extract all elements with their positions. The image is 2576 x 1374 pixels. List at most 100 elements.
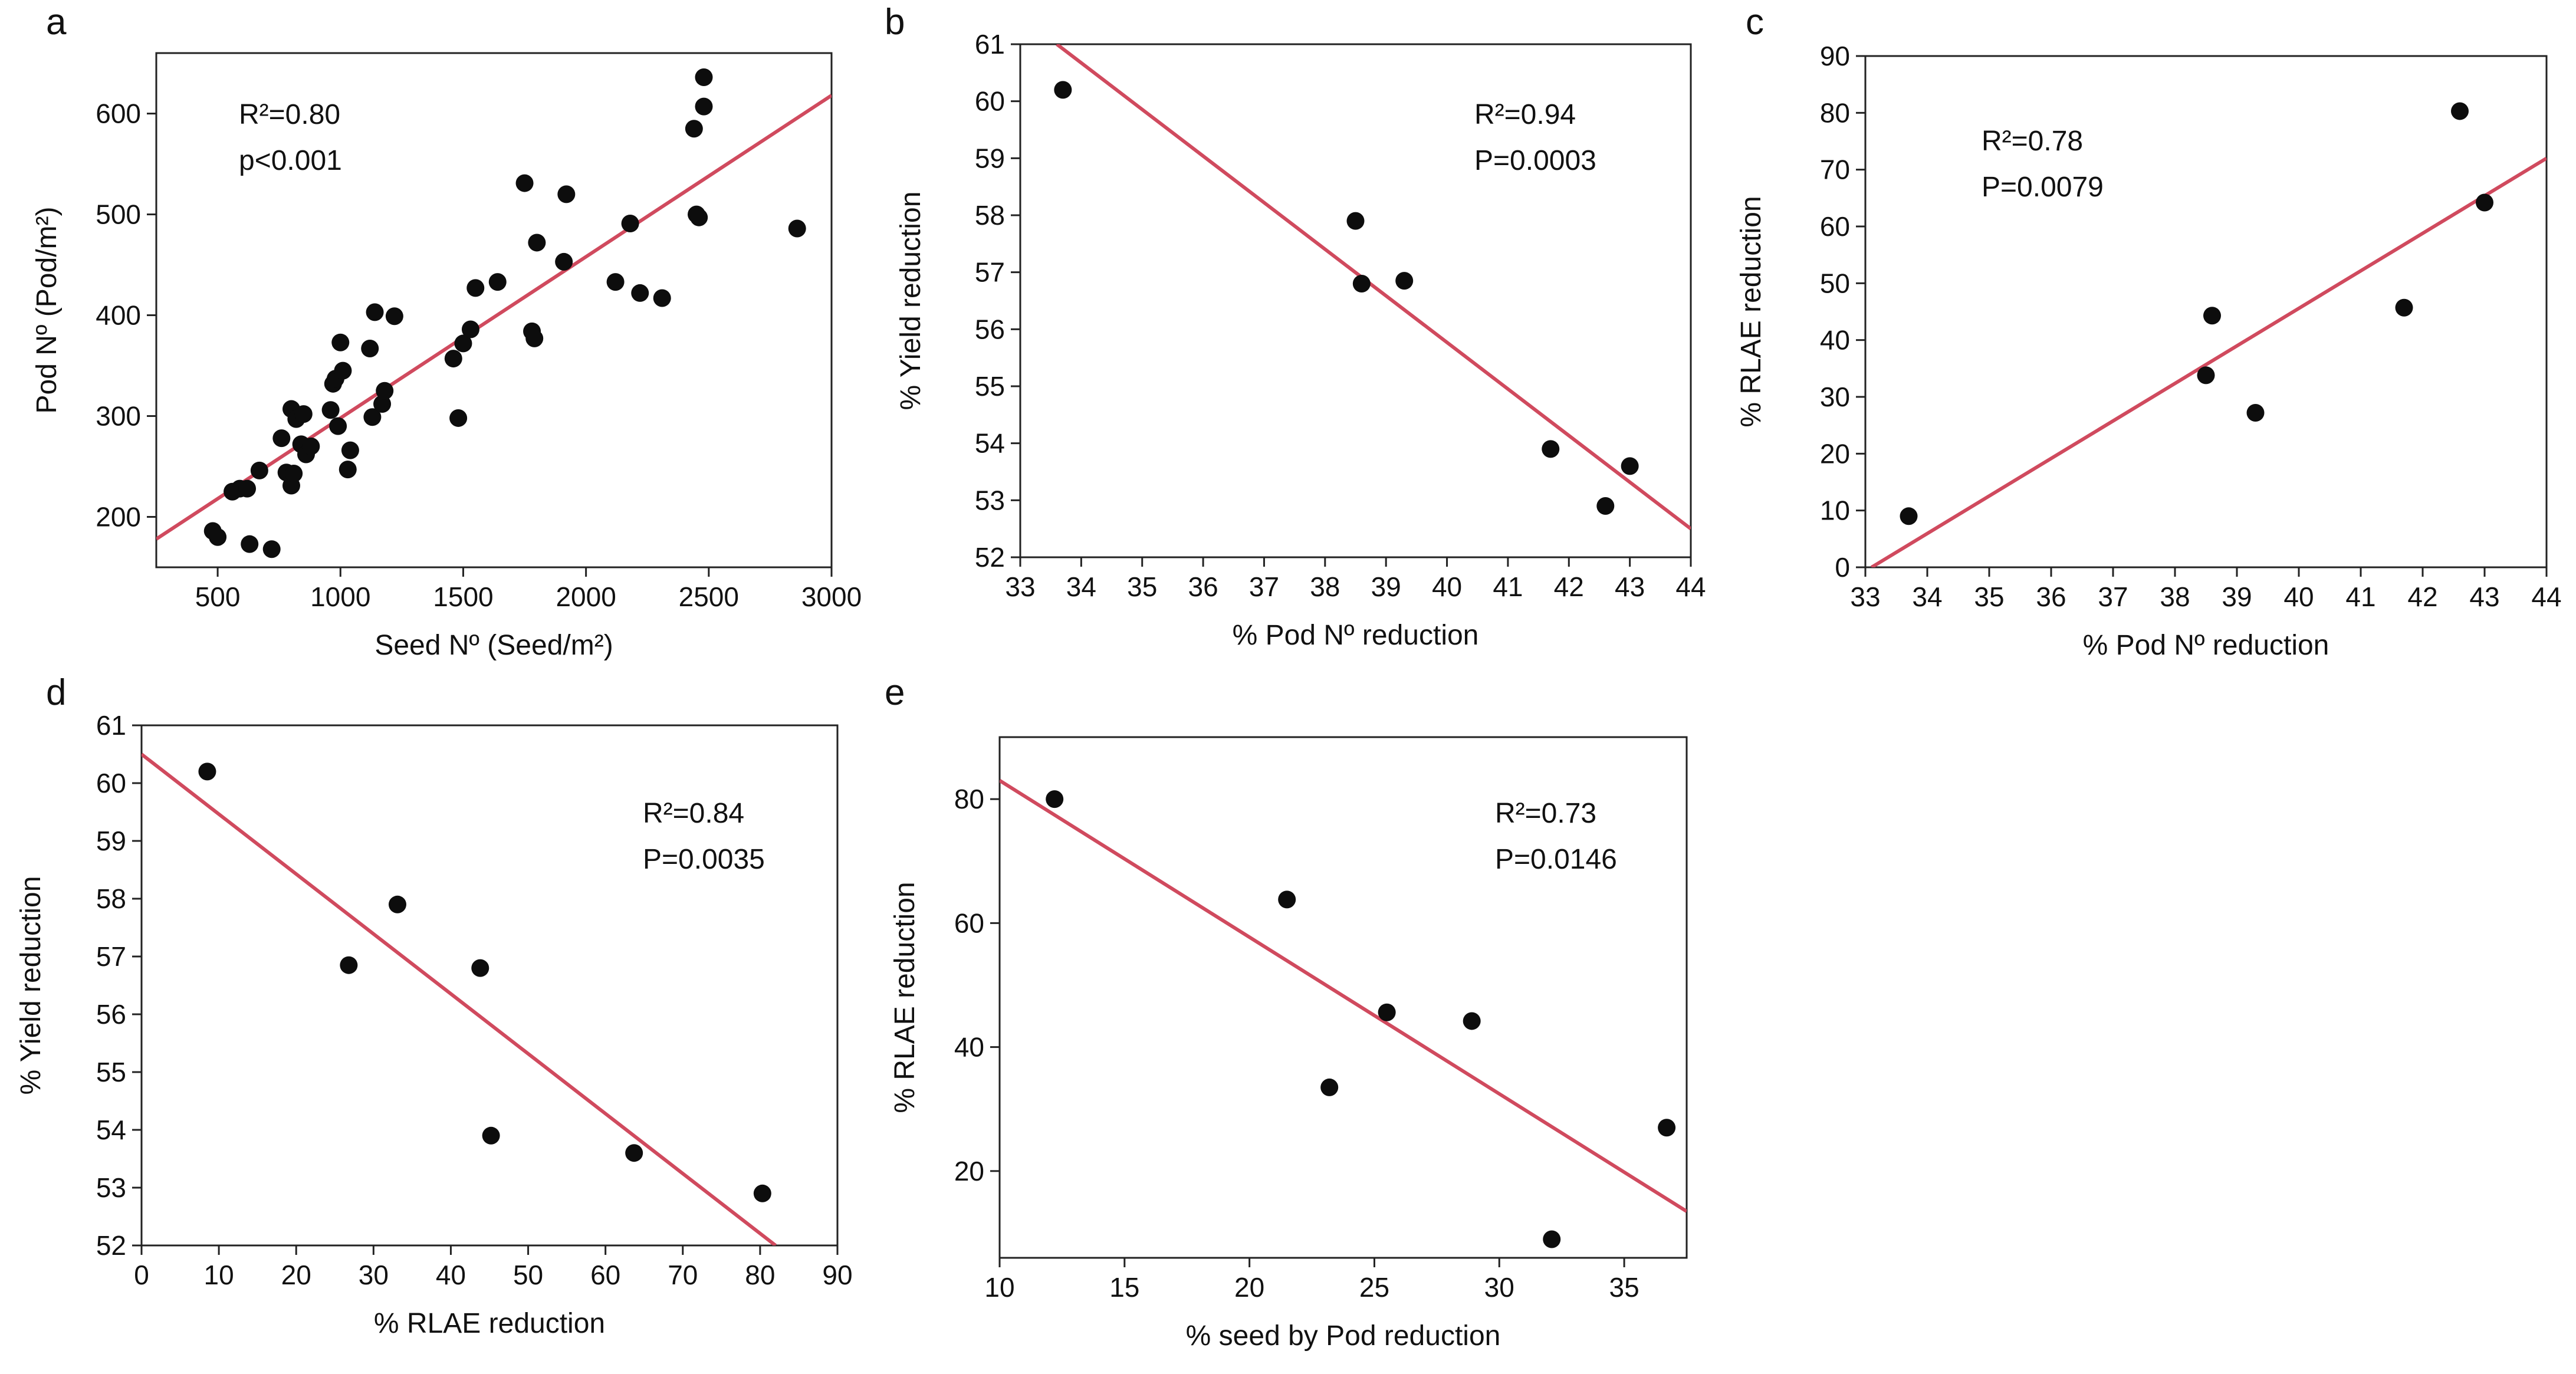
data-point — [482, 1126, 500, 1145]
y-axis-title: % Yield reduction — [15, 876, 47, 1095]
data-point — [2203, 307, 2221, 325]
r-squared-label: R²=0.94 — [1474, 99, 1576, 130]
data-point — [466, 279, 485, 297]
data-point — [525, 329, 544, 347]
data-point — [339, 461, 357, 479]
data-point — [1046, 790, 1064, 808]
y-tick-label: 70 — [1820, 155, 1850, 185]
x-tick-label: 40 — [2283, 581, 2314, 612]
x-tick-label: 43 — [2469, 581, 2499, 612]
regression-line — [156, 94, 832, 541]
y-tick-label: 57 — [975, 257, 1005, 288]
y-tick-label: 400 — [96, 300, 141, 331]
data-point — [363, 408, 382, 426]
data-point — [625, 1144, 643, 1162]
plot-frame — [140, 724, 839, 1247]
data-point — [331, 333, 350, 351]
y-tick-label: 500 — [96, 199, 141, 230]
data-point — [444, 350, 462, 368]
data-point — [1542, 440, 1560, 458]
data-point — [373, 395, 392, 413]
data-point — [1378, 1003, 1396, 1021]
x-tick-label: 500 — [195, 581, 241, 612]
y-tick-label: 30 — [1820, 382, 1850, 412]
data-point — [621, 214, 639, 232]
x-tick-label: 41 — [1493, 571, 1523, 602]
data-point — [329, 417, 347, 435]
panel-e: e 10 15 20 25 30 35 20 40 60 80 % seed by Pod reduc… — [885, 672, 1688, 1352]
p-value-label: P=0.0079 — [1982, 172, 2104, 203]
data-point — [1658, 1119, 1676, 1137]
data-point — [294, 405, 313, 423]
y-tick-label: 54 — [975, 428, 1005, 459]
data-point — [2451, 102, 2469, 120]
data-point — [1543, 1230, 1561, 1248]
x-tick-label: 37 — [2098, 581, 2128, 612]
panel-a: a 500 1000 1500 2000 2500 3000 200 300 400 500 600 S… — [31, 2, 862, 661]
x-tick-label: 33 — [1005, 571, 1035, 602]
data-point — [471, 959, 489, 977]
panel-letter: b — [885, 2, 905, 42]
y-tick-label: 61 — [96, 710, 126, 741]
regression-line — [1000, 779, 1687, 1213]
y-tick-label: 52 — [96, 1230, 126, 1261]
p-value-label: P=0.0003 — [1474, 145, 1596, 176]
y-tick-label: 61 — [975, 29, 1005, 60]
r-squared-label: R²=0.73 — [1495, 798, 1596, 829]
plot-frame — [1864, 55, 2548, 568]
x-tick-label: 33 — [1850, 581, 1880, 612]
x-tick-label: 10 — [204, 1260, 234, 1290]
data-point — [555, 252, 573, 271]
r-squared-label: R²=0.80 — [239, 99, 340, 130]
x-tick-label: 36 — [2036, 581, 2066, 612]
y-tick-label: 20 — [1820, 438, 1850, 469]
x-tick-label: 39 — [2222, 581, 2252, 612]
data-point — [272, 429, 291, 448]
data-point — [1395, 272, 1414, 290]
plot-frame — [155, 52, 833, 568]
data-point — [631, 284, 649, 302]
x-tick-label: 39 — [1371, 571, 1401, 602]
y-axis-title: % Yield reduction — [895, 192, 926, 410]
data-point — [241, 535, 259, 553]
x-tick-label: 42 — [2407, 581, 2437, 612]
regression-line — [1870, 156, 2547, 567]
y-tick-label: 56 — [96, 999, 126, 1030]
y-tick-label: 59 — [975, 143, 1005, 173]
y-tick-label: 58 — [96, 883, 126, 914]
x-tick-label: 43 — [1615, 571, 1645, 602]
panel-letter: c — [1746, 2, 1764, 42]
data-point — [340, 956, 358, 974]
r-squared-label: R²=0.84 — [643, 798, 744, 829]
x-tick-label: 70 — [668, 1260, 698, 1290]
plot-frame — [998, 736, 1688, 1259]
data-point — [285, 464, 303, 482]
x-axis-title: % Pod Nº reduction — [1233, 620, 1479, 651]
panel-letter: a — [46, 2, 67, 42]
x-tick-label: 20 — [281, 1260, 311, 1290]
data-point — [788, 219, 806, 238]
data-point — [238, 479, 257, 498]
data-point — [1054, 81, 1072, 99]
data-point — [528, 234, 546, 252]
y-axis-title: Pod Nº (Pod/m²) — [31, 207, 63, 414]
y-tick-label: 55 — [975, 371, 1005, 402]
x-tick-label: 0 — [134, 1260, 149, 1290]
x-axis-title: % seed by Pod reduction — [1186, 1320, 1501, 1352]
x-tick-label: 60 — [590, 1260, 620, 1290]
y-tick-label: 54 — [96, 1115, 126, 1145]
data-point — [1596, 497, 1615, 515]
data-point — [198, 762, 216, 781]
x-tick-label: 38 — [2160, 581, 2190, 612]
x-tick-label: 1500 — [433, 581, 493, 612]
data-point — [361, 339, 379, 357]
x-tick-label: 30 — [1484, 1272, 1514, 1303]
data-point — [685, 120, 703, 138]
x-tick-label: 1000 — [310, 581, 370, 612]
plot-frame — [1019, 43, 1692, 558]
x-tick-label: 3000 — [801, 581, 862, 612]
y-tick-label: 40 — [954, 1032, 984, 1063]
y-tick-label: 53 — [975, 485, 1005, 515]
data-point — [2476, 193, 2493, 212]
